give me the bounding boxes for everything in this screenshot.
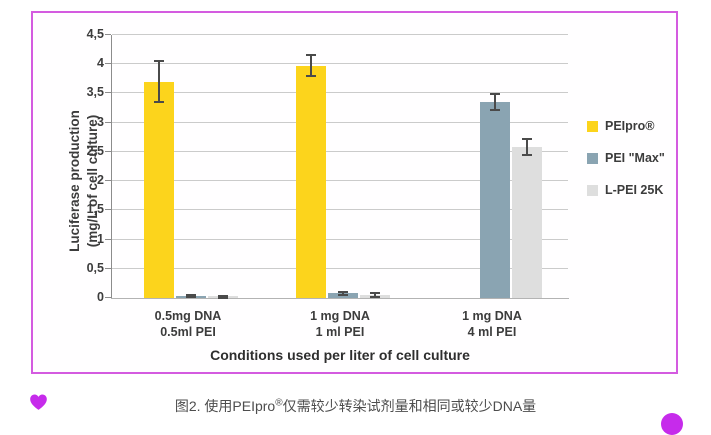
chart-panel: Luciferase production (mg/L of cell cult…	[31, 11, 678, 374]
y-tick-mark	[105, 238, 111, 240]
x-category-label: 1 mg DNA 1 ml PEI	[310, 309, 370, 339]
y-tick-label: 2,5	[86, 143, 104, 158]
y-tick-label: 4,5	[86, 27, 104, 41]
y-tick-mark	[105, 63, 111, 65]
error-bar-cap-bottom	[490, 109, 500, 112]
error-bar-cap-bottom	[218, 297, 228, 299]
y-tick-label: 3,5	[86, 85, 104, 100]
y-tick-label: 0	[97, 290, 104, 304]
error-bar	[190, 295, 192, 298]
error-bar-cap-bottom	[154, 101, 164, 104]
gridline	[112, 238, 568, 240]
bar	[512, 147, 542, 298]
error-bar-cap-bottom	[306, 75, 316, 78]
error-bar-cap-top	[186, 294, 196, 297]
error-bar	[158, 61, 160, 103]
error-bar-cap-top	[218, 294, 228, 297]
error-bar	[374, 293, 376, 297]
error-bar-cap-top	[370, 292, 380, 295]
bar	[480, 102, 510, 298]
legend-swatch	[587, 152, 598, 164]
x-axis-title: Conditions used per liter of cell cultur…	[210, 347, 470, 363]
registered-mark: ®	[275, 397, 283, 409]
error-bar-cap-top	[338, 290, 348, 293]
legend-label: PEI "Max"	[605, 151, 665, 165]
y-axis-line	[111, 35, 112, 299]
legend-swatch	[587, 184, 598, 196]
error-bar-cap-top	[154, 60, 164, 63]
caption-text-suffix: 仅需较少转染试剂量和相同或较少DNA量	[282, 398, 537, 414]
figure-caption: 图2. 使用PEIpro®仅需较少转染试剂量和相同或较少DNA量	[0, 396, 711, 416]
error-bar-cap-top	[306, 54, 316, 57]
error-bar-cap-top	[522, 138, 532, 141]
y-tick-label: 3	[97, 114, 104, 129]
error-bar-cap-bottom	[186, 296, 196, 299]
bar	[296, 66, 326, 298]
dot-decoration	[661, 413, 683, 435]
y-tick-mark	[105, 92, 111, 94]
y-tick-mark	[105, 297, 111, 298]
y-tick-label: 0,5	[86, 260, 104, 275]
gridline	[112, 180, 568, 182]
x-axis-line	[111, 298, 569, 299]
bar	[144, 82, 174, 298]
y-tick-mark	[105, 267, 111, 269]
error-bar-cap-bottom	[370, 295, 380, 298]
y-tick-mark	[105, 209, 111, 211]
gridline	[112, 34, 568, 35]
error-bar-cap-bottom	[522, 154, 532, 157]
heart-icon	[30, 394, 47, 410]
legend-label: PEIpro®	[605, 119, 655, 133]
error-bar	[526, 139, 528, 156]
error-bar	[222, 295, 224, 298]
y-tick-label: 1	[97, 231, 104, 246]
error-bar	[310, 55, 312, 77]
gridline	[112, 63, 568, 65]
legend-item: PEI "Max"	[587, 151, 665, 165]
legend-item: L-PEI 25K	[587, 183, 665, 197]
error-bar-cap-top	[490, 93, 500, 96]
legend: PEIpro® PEI "Max" L-PEI 25K	[587, 119, 665, 215]
y-tick-mark	[105, 180, 111, 182]
legend-swatch	[587, 120, 598, 132]
y-tick-mark	[105, 150, 111, 152]
error-bar-cap-bottom	[338, 294, 348, 297]
error-bar	[494, 94, 496, 111]
y-tick-label: 2	[97, 173, 104, 188]
error-bar	[342, 291, 344, 296]
legend-label: L-PEI 25K	[605, 183, 664, 197]
x-category-label: 1 mg DNA 4 ml PEI	[462, 309, 522, 339]
gridline	[112, 92, 568, 94]
gridline	[112, 267, 568, 269]
y-tick-mark	[105, 121, 111, 123]
y-tick-mark	[105, 34, 111, 35]
y-tick-label: 1,5	[86, 202, 104, 217]
plot-area: 0 0,5 1 1,5 2 2,5 3 3,5 4 4,5 0.5mg DNA 0.5ml PEI 1 …	[87, 27, 569, 339]
legend-item: PEIpro®	[587, 119, 665, 133]
gridline	[112, 150, 568, 152]
x-category-label: 0.5mg DNA 0.5ml PEI	[154, 309, 222, 339]
gridline	[112, 209, 568, 211]
gridline	[112, 121, 568, 123]
y-tick-label: 4	[97, 56, 104, 71]
caption-text: 图2. 使用PEIpro	[174, 398, 276, 414]
